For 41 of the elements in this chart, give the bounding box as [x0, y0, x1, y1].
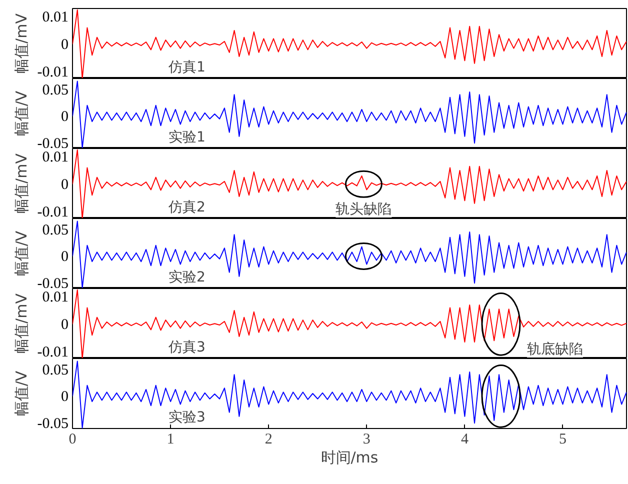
y-tick-label: -0.05 — [37, 276, 69, 292]
line-series — [72, 220, 626, 288]
x-tick-label: 3 — [362, 432, 370, 448]
line-series — [72, 80, 626, 148]
y-tick-label: -0.05 — [37, 136, 69, 152]
y-tick-label: 0.01 — [42, 10, 68, 26]
y-tick-label: 0 — [61, 249, 68, 266]
x-tick-label: 2 — [264, 432, 272, 448]
y-tick-label: 0.05 — [42, 222, 68, 238]
y-axis-title: 幅值/mV — [12, 12, 30, 74]
y-tick-label: 0.05 — [42, 82, 68, 98]
annotation: 轨头缺陷 — [336, 202, 392, 218]
y-tick-label: -0.05 — [37, 416, 69, 432]
x-tick-label: 5 — [559, 432, 567, 448]
x-axis-title: 时间/ms — [320, 448, 378, 466]
y-tick-label: -0.01 — [37, 344, 69, 361]
y-tick-label: 0 — [61, 317, 68, 334]
y-axis-title: 幅值/V — [12, 230, 30, 276]
y-tick-label: 0.05 — [42, 362, 68, 378]
line-series — [72, 360, 626, 428]
y-tick-label: 0.01 — [42, 290, 68, 306]
annotation: 实验2 — [168, 270, 206, 286]
annotation: 实验1 — [168, 130, 206, 146]
annotation: 仿真2 — [168, 200, 206, 216]
annotation: 仿真3 — [168, 340, 206, 356]
y-axis-title: 幅值/V — [12, 90, 30, 136]
y-tick-label: 0.01 — [42, 150, 68, 166]
y-axis-title: 幅值/V — [12, 370, 30, 416]
y-axis-title: 幅值/mV — [12, 292, 30, 354]
y-tick-label: -0.01 — [37, 64, 69, 81]
x-tick-label: 1 — [166, 432, 174, 448]
y-tick-label: 0 — [61, 37, 68, 54]
y-tick-label: 0 — [61, 389, 68, 406]
y-tick-label: -0.01 — [37, 204, 69, 221]
y-axis-title: 幅值/mV — [12, 152, 30, 214]
y-tick-label: 0 — [61, 177, 68, 194]
annotation: 轨底缺陷 — [526, 342, 583, 358]
y-tick-label: 0 — [61, 109, 68, 126]
annotation: 仿真1 — [168, 60, 206, 76]
x-tick-label: 4 — [460, 432, 469, 448]
annotation: 实验3 — [168, 410, 206, 426]
